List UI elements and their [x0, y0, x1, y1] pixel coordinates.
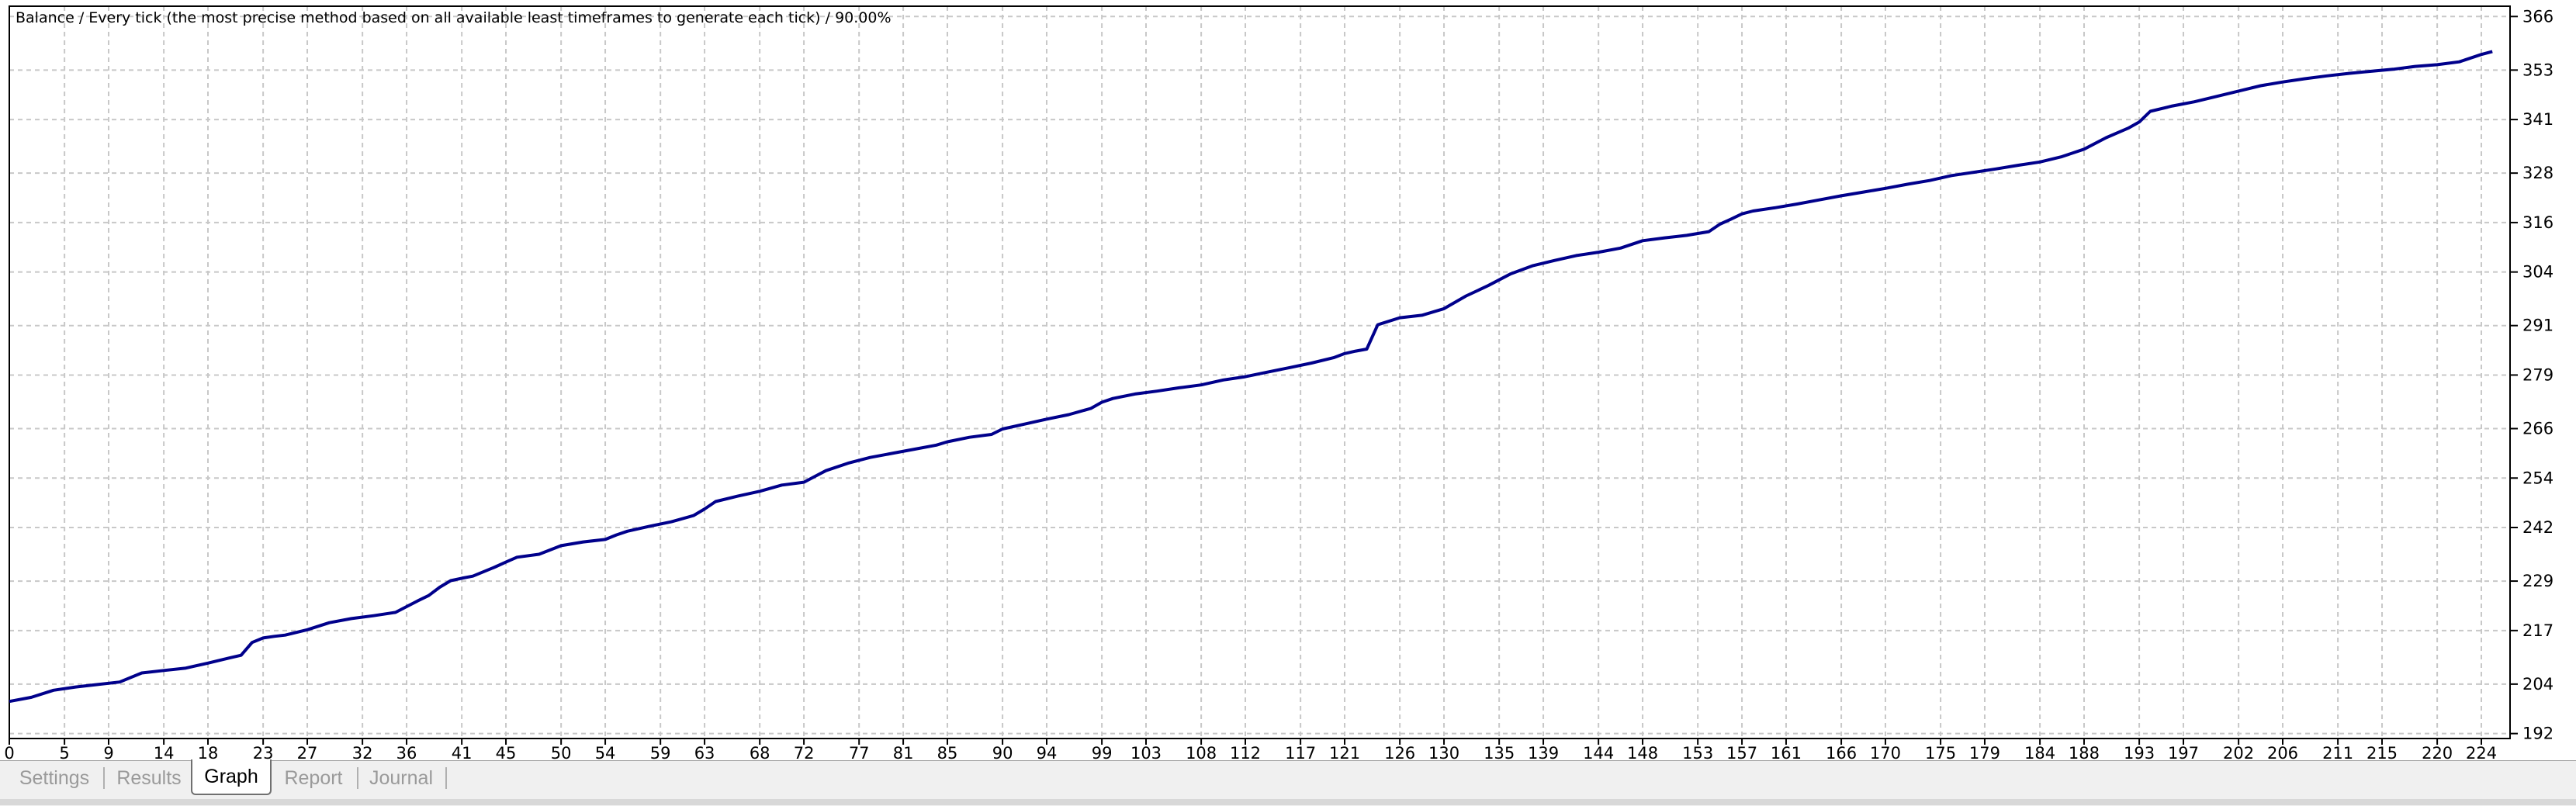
x-tick-label: 139 [1528, 744, 1559, 760]
y-tick-label: 254 [2522, 469, 2553, 487]
y-tick-label: 304 [2522, 263, 2553, 282]
x-tick-label: 161 [1771, 744, 1802, 760]
y-tick-label: 229 [2522, 572, 2553, 590]
x-tick-label: 23 [253, 744, 274, 760]
x-tick-label: 179 [1969, 744, 2000, 760]
x-tick-label: 224 [2466, 744, 2497, 760]
x-tick-label: 63 [694, 744, 715, 760]
x-tick-label: 166 [1826, 744, 1857, 760]
tab-settings[interactable]: Settings [19, 767, 90, 789]
x-tick-label: 5 [59, 744, 69, 760]
x-tick-label: 54 [595, 744, 616, 760]
x-tick-label: 99 [1092, 744, 1113, 760]
x-tick-label: 157 [1726, 744, 1757, 760]
x-tick-label: 121 [1329, 744, 1360, 760]
balance-chart: 0 5 9 14 18 23 27 32 36 41 45 50 54 59 63 68 72 77 81 85 90 9… [4, 5, 2553, 760]
y-tick-label: 328 [2522, 164, 2553, 182]
tab-separator [357, 767, 358, 789]
x-tick-label: 72 [794, 744, 815, 760]
x-tick-label: 0 [4, 744, 14, 760]
x-tick-label: 135 [1484, 744, 1515, 760]
x-tick-label: 126 [1384, 744, 1415, 760]
x-tick-label: 32 [352, 744, 373, 760]
tab-journal[interactable]: Journal [369, 767, 433, 789]
x-tick-label: 68 [750, 744, 770, 760]
x-tick-label: 90 [992, 744, 1013, 760]
y-tick-label: 192 [2522, 725, 2553, 743]
x-tick-label: 184 [2024, 744, 2055, 760]
x-tick-label: 202 [2223, 744, 2254, 760]
x-tick-label: 45 [496, 744, 517, 760]
y-tick-label: 217 [2522, 621, 2553, 640]
y-tick-label: 204 [2522, 675, 2553, 694]
balance-series-line [9, 50, 2493, 704]
x-tick-label: 59 [650, 744, 671, 760]
y-tick-label: 316 [2522, 213, 2553, 232]
x-tick-label: 220 [2422, 744, 2453, 760]
y-tick-label: 366 [2522, 7, 2553, 26]
x-tick-label: 50 [551, 744, 572, 760]
x-tick-label: 144 [1583, 744, 1614, 760]
tab-bar: Settings Results Graph Report Journal [0, 759, 2576, 806]
tab-report[interactable]: Report [284, 767, 343, 789]
x-tick-label: 188 [2069, 744, 2100, 760]
x-tick-label: 148 [1627, 744, 1658, 760]
x-tick-label: 170 [1870, 744, 1901, 760]
x-tick-label: 85 [937, 744, 958, 760]
x-tick-label: 206 [2267, 744, 2298, 760]
tab-separator [103, 767, 105, 789]
x-tick-label: 14 [154, 744, 175, 760]
y-tick-label: 291 [2522, 317, 2553, 335]
y-tick-label: 279 [2522, 365, 2553, 384]
plot-frame [9, 5, 2511, 739]
y-tick-label: 341 [2522, 110, 2553, 129]
y-tick-label: 266 [2522, 420, 2553, 438]
tab-results[interactable]: Results [116, 767, 182, 789]
x-tick-label: 9 [103, 744, 113, 760]
y-tick-label: 242 [2522, 518, 2553, 537]
x-tick-label: 211 [2322, 744, 2353, 760]
x-tick-label: 112 [1230, 744, 1261, 760]
x-tick-label: 81 [893, 744, 914, 760]
x-tick-label: 36 [396, 744, 417, 760]
x-tick-label: 193 [2124, 744, 2155, 760]
x-tick-label: 108 [1186, 744, 1217, 760]
x-tick-label: 103 [1130, 744, 1162, 760]
x-tick-label: 117 [1285, 744, 1316, 760]
chart-panel: 0 5 9 14 18 23 27 32 36 41 45 50 54 59 63 68 72 77 81 85 90 9… [4, 5, 2554, 760]
x-tick-label: 18 [198, 744, 219, 760]
x-tick-label: 94 [1037, 744, 1058, 760]
tab-graph[interactable]: Graph [191, 759, 272, 795]
x-tick-label: 41 [452, 744, 473, 760]
x-tick-label: 130 [1428, 744, 1459, 760]
x-tick-label: 175 [1925, 744, 1956, 760]
x-tick-label: 153 [1682, 744, 1713, 760]
x-tick-label: 197 [2168, 744, 2199, 760]
x-tick-label: 215 [2367, 744, 2398, 760]
y-tick-label: 353 [2522, 61, 2553, 79]
tab-separator [445, 767, 447, 789]
x-tick-label: 77 [849, 744, 870, 760]
status-strip [0, 799, 2576, 805]
chart-title: Balance / Every tick (the most precise m… [16, 9, 892, 26]
x-tick-label: 27 [297, 744, 318, 760]
